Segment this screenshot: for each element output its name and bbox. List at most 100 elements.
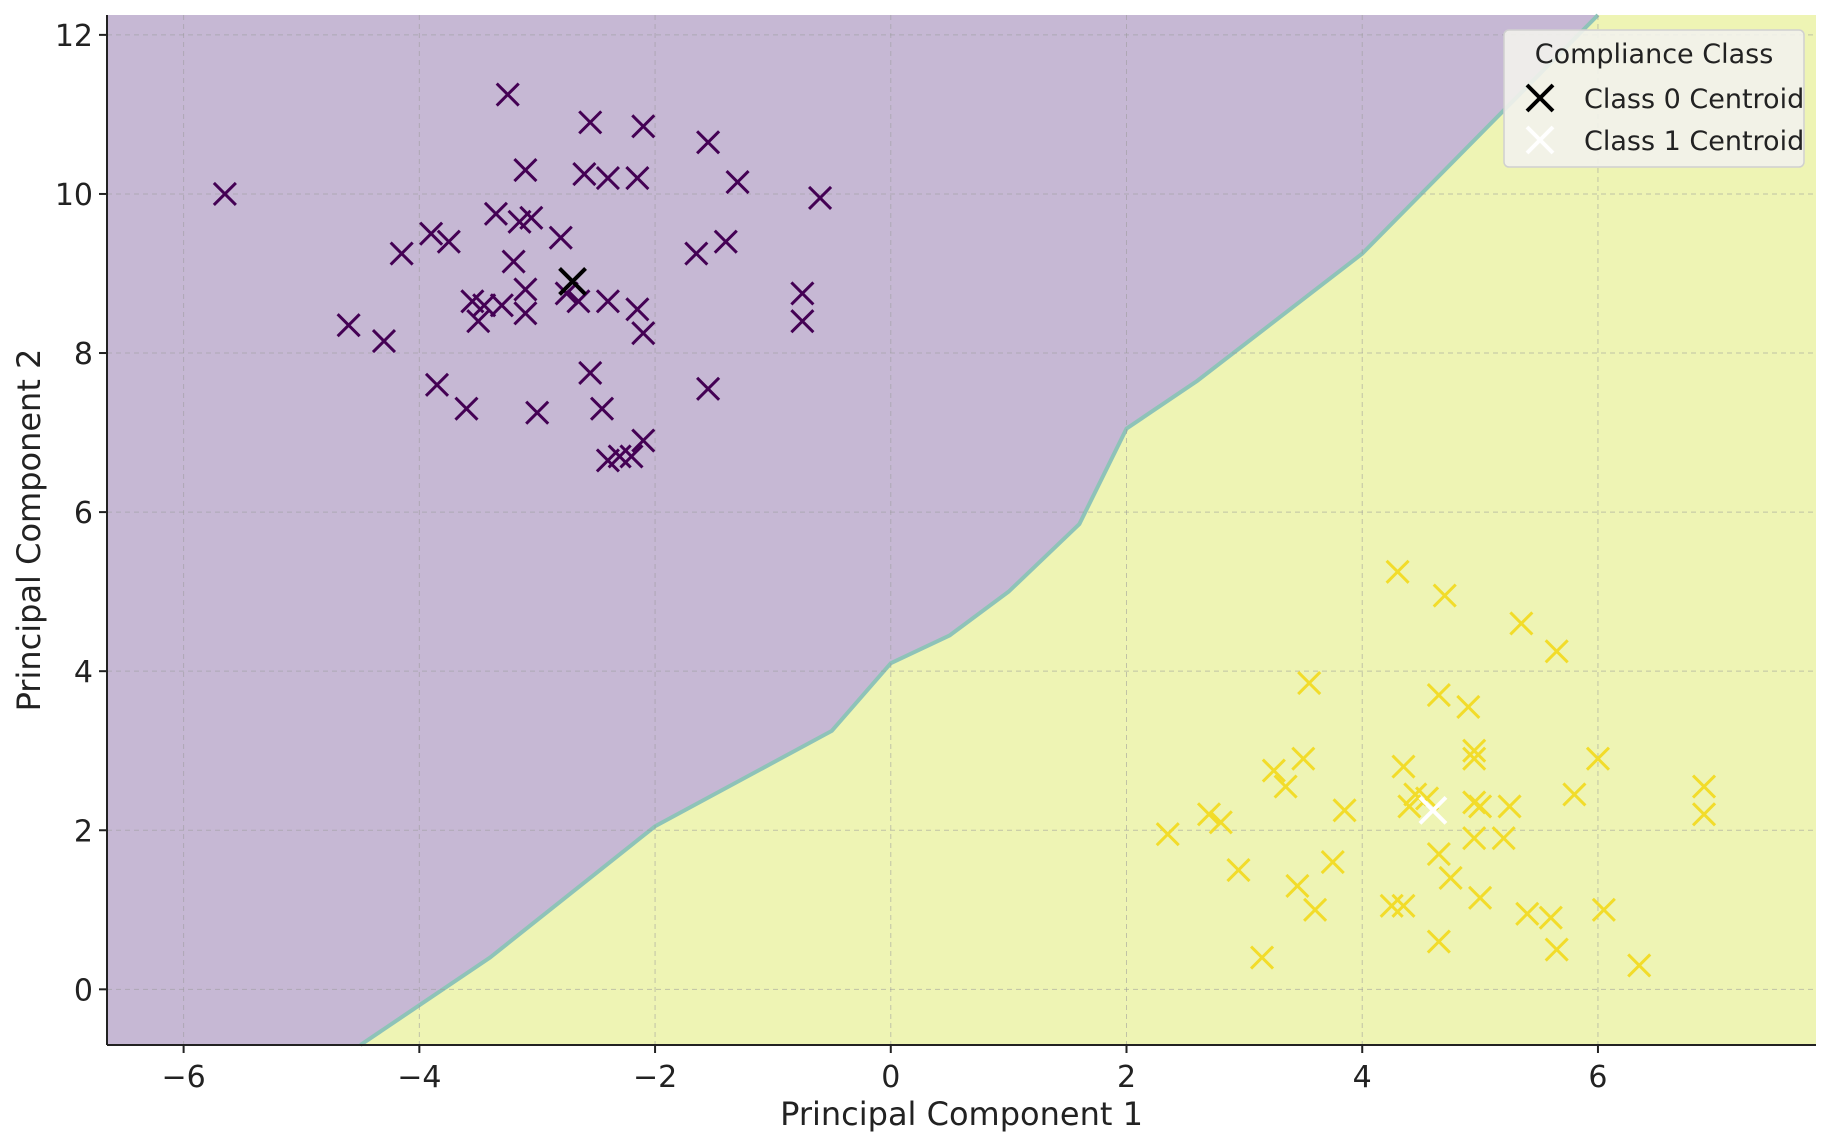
data-points — [212, 82, 1717, 978]
data-point-class-0 — [631, 321, 656, 346]
data-point-class-0 — [625, 297, 650, 322]
data-point-class-1 — [1562, 782, 1587, 807]
data-point-class-0 — [513, 301, 538, 326]
axes — [106, 15, 1816, 1046]
x-tick-label: −6 — [161, 1060, 205, 1095]
grid-lines — [107, 15, 1816, 1045]
legend-entries: Class 0 Centroid Class 1 Centroid — [1525, 83, 1804, 157]
y-axis-ticks: 0 2 4 6 8 10 12 — [55, 19, 107, 1008]
data-point-class-1 — [1509, 611, 1534, 636]
data-point-class-0 — [578, 360, 603, 385]
data-point-class-0 — [595, 165, 620, 191]
data-point-class-0 — [424, 372, 450, 397]
data-point-class-0 — [489, 293, 514, 318]
data-point-class-1 — [1468, 794, 1493, 819]
data-point-class-1 — [1291, 746, 1316, 771]
data-point-class-1 — [1544, 937, 1569, 962]
legend-label-1: Class 1 Centroid — [1584, 126, 1804, 157]
data-point-class-1 — [1497, 794, 1522, 819]
data-point-class-0 — [696, 376, 721, 401]
y-tick-label: 6 — [74, 496, 93, 531]
data-point-class-0 — [725, 169, 750, 195]
centroid-marker-class-1 — [1418, 795, 1448, 825]
data-point-class-0 — [713, 229, 738, 254]
x-tick-label: 4 — [1353, 1060, 1372, 1095]
x-tick-label: −4 — [397, 1060, 441, 1095]
data-point-class-1 — [1332, 798, 1357, 823]
data-point-class-0 — [684, 241, 709, 266]
data-point-class-1 — [1544, 639, 1569, 664]
data-point-class-1 — [1155, 822, 1180, 847]
data-point-class-1 — [1320, 850, 1345, 875]
data-point-class-0 — [790, 309, 815, 334]
data-point-class-1 — [1591, 897, 1616, 922]
centroid-markers — [558, 267, 1448, 825]
data-point-class-1 — [1208, 810, 1233, 835]
data-point-class-1 — [1391, 893, 1416, 918]
data-point-class-0 — [336, 313, 361, 338]
y-tick-label: 4 — [74, 655, 93, 690]
data-point-class-0 — [519, 205, 544, 230]
data-point-class-0 — [631, 428, 656, 453]
data-point-class-0 — [371, 329, 397, 354]
data-point-class-1 — [1691, 774, 1717, 799]
data-point-class-0 — [619, 444, 644, 469]
data-point-class-0 — [525, 400, 550, 425]
legend-marker-1 — [1525, 125, 1555, 155]
data-point-class-1 — [1303, 897, 1328, 922]
data-point-class-1 — [1462, 746, 1487, 771]
data-point-class-1 — [1462, 738, 1487, 763]
x-axis-label: Principal Component 1 — [780, 1095, 1143, 1133]
data-point-class-1 — [1397, 794, 1422, 819]
data-point-class-0 — [595, 289, 620, 314]
data-point-class-1 — [1391, 754, 1416, 779]
x-axis-ticks: −6 −4 −2 0 2 4 6 — [161, 1045, 1608, 1095]
data-point-class-0 — [513, 158, 538, 183]
data-point-class-1 — [1414, 786, 1440, 811]
y-tick-label: 2 — [74, 814, 93, 849]
data-point-class-0 — [501, 249, 526, 274]
data-point-class-0 — [466, 309, 491, 334]
data-point-class-0 — [696, 130, 721, 155]
y-tick-label: 10 — [55, 178, 93, 213]
y-tick-label: 8 — [74, 337, 93, 372]
data-point-class-1 — [1585, 746, 1611, 771]
data-point-class-1 — [1273, 774, 1298, 799]
x-tick-label: 2 — [1117, 1060, 1136, 1095]
data-point-class-1 — [1515, 901, 1540, 926]
legend-box — [1503, 29, 1805, 168]
data-point-class-0 — [513, 277, 538, 302]
x-tick-label: −2 — [633, 1060, 677, 1095]
data-point-class-1 — [1432, 583, 1457, 608]
x-tick-label: 6 — [1588, 1060, 1607, 1095]
data-point-class-0 — [436, 229, 461, 254]
data-point-class-1 — [1456, 694, 1481, 720]
data-point-class-1 — [1226, 857, 1251, 883]
data-point-class-1 — [1196, 802, 1222, 827]
data-point-class-1 — [1426, 842, 1451, 867]
data-point-class-0 — [472, 293, 497, 318]
data-point-class-1 — [1691, 802, 1717, 827]
legend: Compliance Class Class 0 Centroid Class 1… — [1503, 29, 1805, 168]
data-point-class-1 — [1426, 929, 1451, 954]
data-point-class-1 — [1426, 682, 1451, 708]
data-point-class-0 — [495, 82, 520, 107]
data-point-class-0 — [625, 165, 650, 191]
data-point-class-1 — [1468, 885, 1493, 910]
data-point-class-1 — [1462, 826, 1487, 851]
data-point-class-1 — [1297, 671, 1322, 696]
data-point-class-0 — [589, 396, 615, 421]
data-point-class-0 — [595, 448, 620, 473]
y-tick-label: 0 — [74, 973, 93, 1008]
class-1-region — [360, 15, 1816, 1045]
x-tick-label: 0 — [881, 1060, 900, 1095]
data-point-class-1 — [1261, 758, 1286, 783]
data-point-class-1 — [1538, 905, 1563, 930]
data-point-class-0 — [419, 221, 444, 246]
y-axis-label: Principal Component 2 — [10, 349, 48, 712]
data-point-class-0 — [572, 162, 597, 187]
data-point-class-1 — [1385, 559, 1410, 584]
data-point-class-1 — [1491, 826, 1516, 851]
data-point-class-0 — [808, 185, 833, 210]
